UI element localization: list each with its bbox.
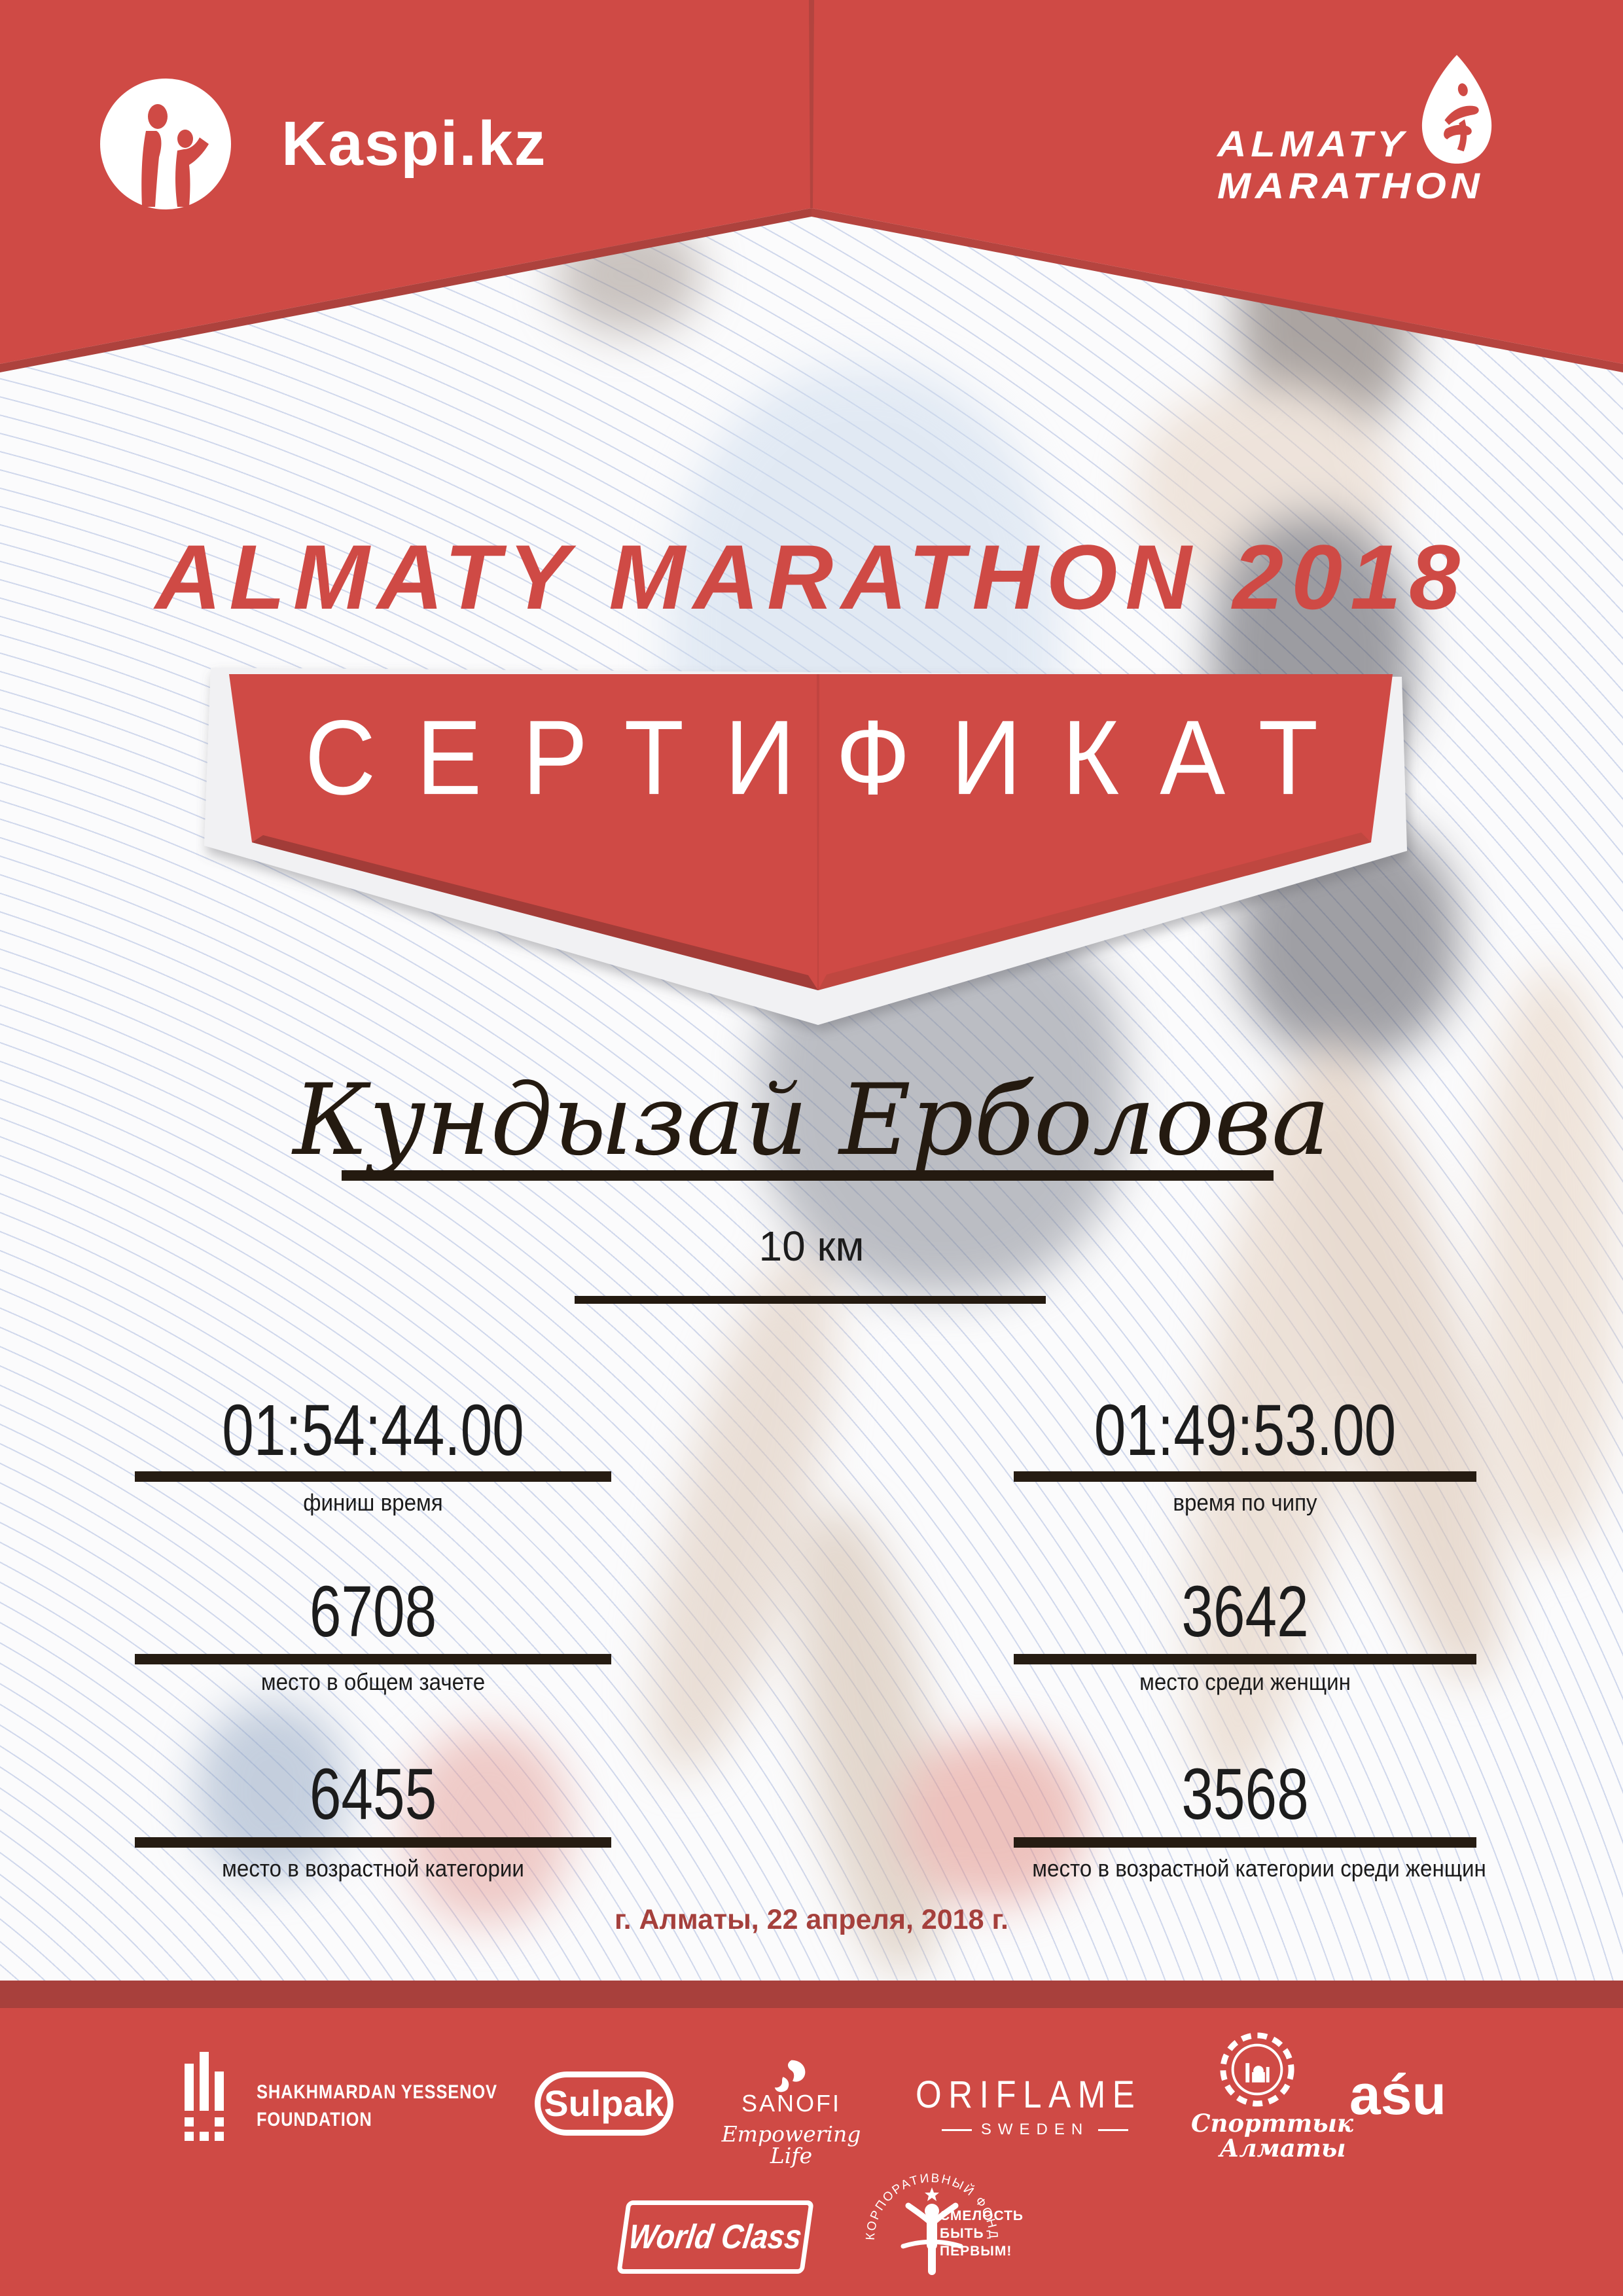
- certificate-label: СЕРТИФИКАТ: [304, 698, 1359, 817]
- footer-sponsor-band: [0, 2008, 1623, 2296]
- dash-right: [1098, 2128, 1129, 2131]
- stat-divider: [135, 1654, 611, 1664]
- asu-logo-text: aśu: [1349, 2064, 1447, 2126]
- finish-time-value: 01:54:44.00: [222, 1390, 524, 1471]
- age-place-value: 6455: [309, 1754, 437, 1835]
- women-place-label: место среди женщин: [1139, 1668, 1351, 1695]
- name-underline: [342, 1170, 1274, 1181]
- oriflame-sweden-label: SWEDEN: [916, 2122, 1154, 2138]
- dash-left: [941, 2128, 972, 2131]
- yessenov-foundation-label: SHAKHMARDAN YESSENOV FOUNDATION: [257, 2081, 497, 2130]
- sanofi-tagline: Empowering Life: [721, 2121, 861, 2168]
- almaty-marathon-icon: [1421, 55, 1492, 164]
- stat-divider: [1014, 1471, 1476, 1482]
- sportyk-logo-line1: Спорттык: [1191, 2109, 1353, 2138]
- overall-place-label: место в общем зачете: [260, 1668, 486, 1695]
- footer-accent-strip: [0, 1981, 1623, 2008]
- stat-divider: [1014, 1837, 1476, 1848]
- yessenov-foundation-icon: [185, 2052, 224, 2141]
- women-place-value: 3642: [1181, 1571, 1309, 1653]
- header-banner: [0, 0, 1623, 372]
- sanofi-logo-text: SANOFI: [741, 2090, 841, 2117]
- stat-divider: [135, 1837, 611, 1848]
- almaty-logo-text-line2: MARATHON: [1217, 165, 1484, 206]
- sanofi-icon: [774, 2060, 806, 2092]
- chip-time-value: 01:49:53.00: [1094, 1390, 1397, 1471]
- oriflame-logo-text: ORIFLAME: [916, 2073, 1142, 2116]
- stat-divider: [135, 1471, 611, 1482]
- age-place-label: место в возрастной категории: [222, 1855, 524, 1882]
- stat-divider: [1014, 1654, 1476, 1664]
- event-date-location: г. Алматы, 22 апреля, 2018 г.: [615, 1904, 1008, 1935]
- age-women-place-value: 3568: [1181, 1754, 1309, 1835]
- age-women-place-label: место в возрастной категории среди женщи…: [1032, 1855, 1486, 1882]
- world-class-logo: World Class: [616, 2200, 814, 2274]
- sportyk-logo-line2: Алматы: [1219, 2134, 1346, 2162]
- kaspi-logo-text: Kaspi.kz: [281, 109, 547, 179]
- distance-underline: [575, 1296, 1046, 1304]
- sulpak-logo: Sulpak: [535, 2072, 673, 2136]
- finish-time-label: финиш время: [303, 1489, 443, 1516]
- corporate-fund-runner-icon: КОРПОРАТИВНЫЙ ФОНД: [864, 2172, 999, 2275]
- race-distance: 10 км: [758, 1223, 865, 1270]
- chip-time-label: время по чипу: [1173, 1489, 1317, 1516]
- sportyk-almaty-icon: [1220, 2032, 1294, 2107]
- recipient-name: Кундызай Ерболова: [293, 1064, 1330, 1177]
- page-title: ALMATY MARATHON 2018: [155, 526, 1468, 628]
- almaty-logo-text-line1: ALMATY: [1217, 123, 1408, 164]
- fund-motto: СМЕЛОСТЬ БЫТЬ ПЕРВЫМ!: [940, 2208, 1024, 2259]
- kaspi-logo-icon: [100, 79, 231, 209]
- certificate-shield: [204, 668, 1407, 1025]
- overall-place-value: 6708: [309, 1571, 437, 1653]
